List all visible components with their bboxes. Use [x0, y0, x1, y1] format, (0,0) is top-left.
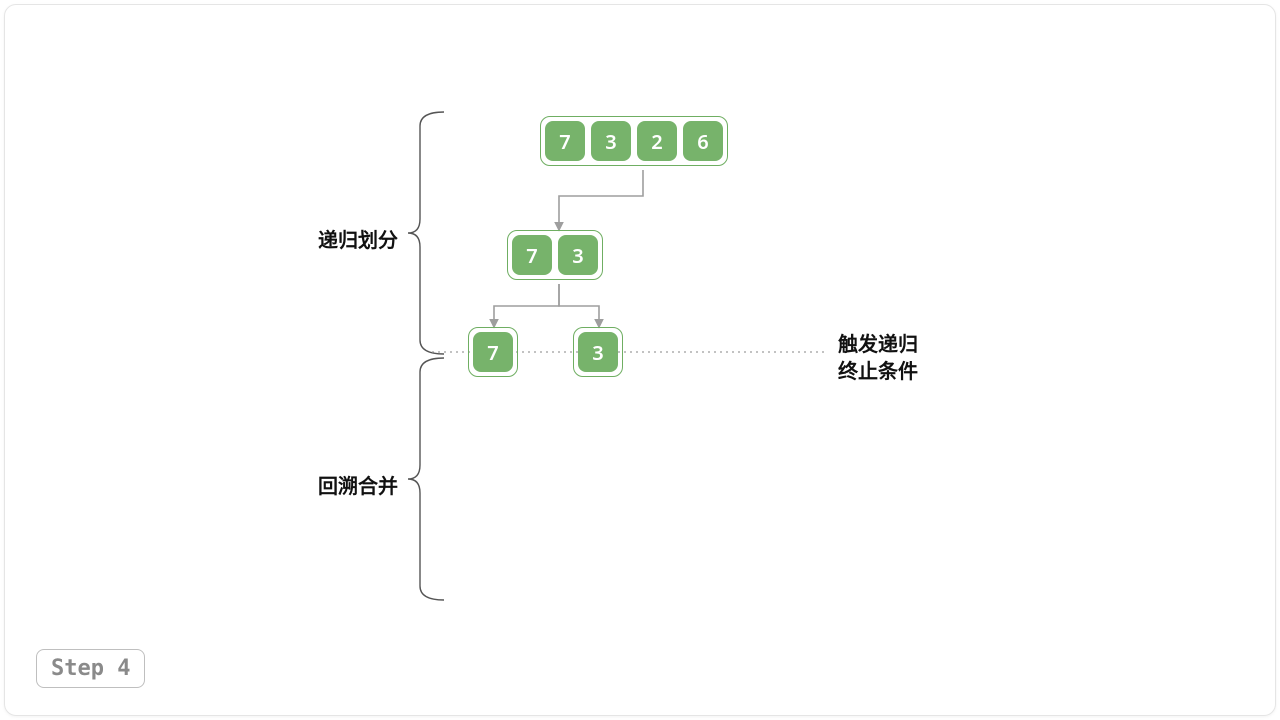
step-indicator: Step 4	[36, 649, 145, 688]
array-node-leafL: 7	[468, 327, 518, 377]
array-cell: 3	[558, 235, 598, 275]
array-node-root: 7326	[540, 116, 728, 166]
base-case-note: 触发递归终止条件	[838, 330, 918, 384]
note-line: 终止条件	[838, 357, 918, 384]
array-cell: 7	[512, 235, 552, 275]
array-cell: 3	[591, 121, 631, 161]
array-cell: 6	[683, 121, 723, 161]
array-cell: 2	[637, 121, 677, 161]
array-node-leafR: 3	[573, 327, 623, 377]
phase-label-merge: 回溯合并	[318, 470, 398, 499]
array-cell: 3	[578, 332, 618, 372]
array-cell: 7	[545, 121, 585, 161]
array-node-lvl1: 73	[507, 230, 603, 280]
diagram-frame	[4, 4, 1276, 716]
array-cell: 7	[473, 332, 513, 372]
phase-label-divide: 递归划分	[318, 224, 398, 253]
note-line: 触发递归	[838, 330, 918, 357]
